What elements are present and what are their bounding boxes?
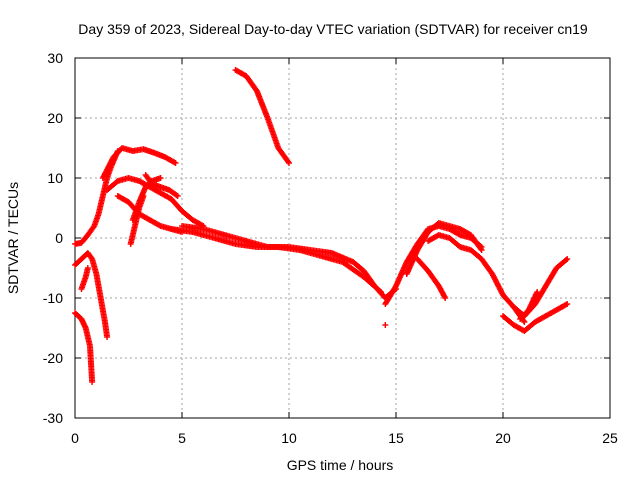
- x-tick-label: 20: [495, 430, 511, 446]
- x-tick-label: 15: [388, 430, 404, 446]
- series-arc-k: [72, 250, 111, 340]
- data-point: [477, 245, 484, 252]
- data-point: [563, 257, 570, 263]
- data-point: [382, 322, 389, 328]
- y-tick-label: 20: [47, 110, 63, 126]
- series-arc-g: [142, 172, 181, 199]
- data-point: [140, 193, 147, 199]
- data-point: [564, 301, 571, 307]
- series-arc-o: [403, 220, 485, 277]
- series-arc-b: [99, 145, 179, 181]
- grid: [75, 58, 610, 418]
- y-tick-label: 10: [47, 170, 63, 186]
- data-point: [285, 158, 292, 165]
- data-point: [478, 247, 485, 253]
- data-point: [521, 319, 528, 325]
- y-tick-label: 30: [47, 50, 63, 66]
- series-arc-m: [78, 265, 91, 292]
- axis-ticks: 0 5 10 15 20 25 -30 -20 -10 0 10 20 30: [43, 50, 618, 446]
- data-point: [84, 265, 91, 271]
- x-tick-label: 0: [71, 430, 79, 446]
- data-point: [104, 334, 111, 340]
- data-point: [157, 175, 164, 181]
- data-point: [376, 288, 383, 294]
- series-outliers: [382, 322, 389, 328]
- data-point: [173, 192, 180, 199]
- data-point: [378, 289, 385, 295]
- data-point: [564, 256, 571, 262]
- data-point: [534, 289, 541, 295]
- data-point: [174, 193, 181, 199]
- chart-title: Day 359 of 2023, Sidereal Day-to-day VTE…: [78, 21, 588, 37]
- series-arc-q: [414, 256, 449, 301]
- series-arc-r: [500, 301, 571, 334]
- data-point: [89, 379, 96, 385]
- series-arc-j: [232, 67, 292, 166]
- x-tick-label: 5: [178, 430, 186, 446]
- y-tick-label: -20: [43, 350, 63, 366]
- x-axis-label: GPS time / hours: [287, 457, 394, 473]
- series-arc-c: [104, 175, 207, 229]
- data-point: [442, 295, 449, 301]
- data-marks: [72, 67, 571, 385]
- series-arc-f: [127, 193, 147, 247]
- y-tick-label: -10: [43, 290, 63, 306]
- series-arc-t: [517, 289, 541, 322]
- data-point: [172, 160, 179, 166]
- data-point: [286, 160, 292, 166]
- y-tick-label: 0: [55, 230, 63, 246]
- x-tick-label: 10: [281, 430, 297, 446]
- y-tick-label: -30: [43, 410, 63, 426]
- series-arc-l: [72, 310, 96, 385]
- series-arc-i: [168, 226, 385, 295]
- y-axis-label: SDTVAR / TECUs: [5, 182, 21, 294]
- x-tick-label: 25: [602, 430, 618, 446]
